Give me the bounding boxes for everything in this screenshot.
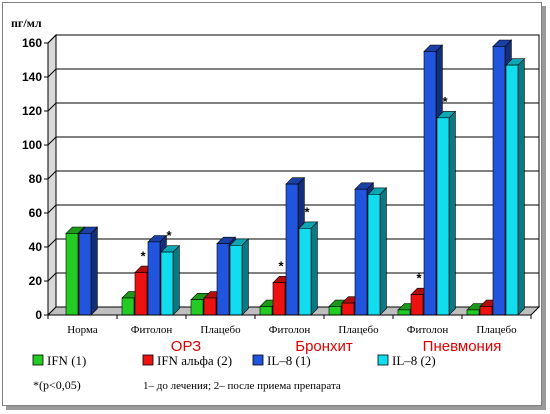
y-axis: 0 20 40 60 80 100 120 140 160 — [22, 36, 49, 322]
legend: IFN (1) IFN альфа (2) IL–8 (1) IL–8 (2) — [32, 353, 436, 368]
significance-mark: * — [140, 249, 146, 264]
legend-item: IFN альфа (2) — [142, 353, 232, 368]
chart-frame: 0 20 40 60 80 100 120 140 160 * * * * * * Норма Фитоло… — [2, 2, 542, 406]
legend-swatch — [252, 354, 264, 366]
significance-footnote: *(p<0,05) — [33, 378, 81, 392]
significance-mark: * — [166, 228, 172, 243]
legend-swatch — [142, 354, 154, 366]
x-tick-label: Фитолон — [407, 324, 449, 336]
group-labels: ОРЗ Бронхит Пневмония — [171, 338, 502, 355]
y-tick-label: 40 — [29, 240, 43, 254]
significance-mark: * — [278, 259, 284, 274]
gridline-side — [47, 68, 57, 78]
x-tick-label: Плацебо — [476, 324, 517, 336]
significance-marks: * * * * * * — [140, 94, 448, 286]
bar — [367, 187, 388, 316]
legend-item: IL–8 (2) — [377, 353, 436, 368]
bar — [505, 57, 526, 316]
x-tick-label: Фитолон — [131, 324, 173, 336]
bar — [436, 110, 457, 316]
significance-mark: * — [416, 271, 422, 286]
y-axis-unit-label: пг/мл — [11, 16, 42, 30]
legend-swatch — [377, 354, 389, 366]
gridline-side — [47, 272, 57, 282]
significance-mark: * — [304, 204, 310, 219]
bar — [160, 244, 181, 316]
gridline-side — [47, 136, 57, 146]
legend-item: IL–8 (1) — [252, 353, 311, 368]
significance-mark: * — [442, 94, 448, 109]
y-tick-label: 120 — [22, 104, 42, 118]
legend-label: IL–8 (2) — [392, 353, 436, 368]
x-axis: Норма Фитолон Плацебо Фитолон Плацебо Фитолон… — [47, 314, 532, 336]
group-label: Пневмония — [423, 338, 502, 355]
x-tick-label: Норма — [67, 324, 98, 336]
y-tick-label: 140 — [22, 70, 42, 84]
group-label: ОРЗ — [171, 338, 201, 355]
bars — [65, 39, 526, 316]
bar — [78, 226, 99, 316]
y-tick-label: 60 — [29, 206, 43, 220]
gridline-side — [47, 102, 57, 112]
y-tick-label: 20 — [29, 274, 43, 288]
bar-chart: 0 20 40 60 80 100 120 140 160 * * * * * * Норма Фитоло… — [11, 16, 541, 392]
legend-label: IFN альфа (2) — [157, 353, 232, 368]
x-tick-label: Плацебо — [200, 324, 241, 336]
x-tick-label: Плацебо — [338, 324, 379, 336]
gridline-side — [47, 34, 57, 44]
legend-swatch — [32, 354, 44, 366]
group-label: Бронхит — [295, 338, 353, 355]
legend-item: IFN (1) — [32, 353, 86, 368]
y-tick-label: 0 — [35, 308, 42, 322]
legend-label: IL–8 (1) — [267, 353, 311, 368]
bar — [229, 238, 250, 316]
series-explanation-footnote: 1– до лечения; 2– после приема препарата — [143, 380, 341, 392]
y-tick-label: 100 — [22, 138, 42, 152]
x-tick-label: Фитолон — [269, 324, 311, 336]
y-tick-label: 80 — [29, 172, 43, 186]
gridline-side — [47, 238, 57, 248]
bar — [298, 221, 319, 316]
gridline-side — [47, 204, 57, 214]
y-tick-label: 160 — [22, 36, 42, 50]
legend-label: IFN (1) — [47, 353, 86, 368]
gridline-side — [47, 170, 57, 180]
